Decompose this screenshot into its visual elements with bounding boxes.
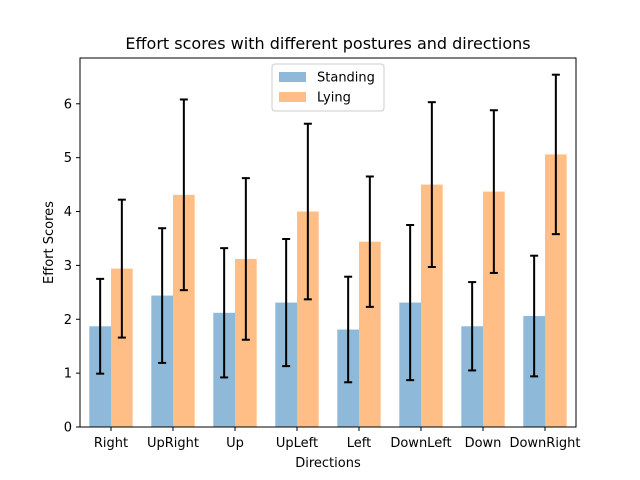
x-tick-label-right: Right xyxy=(94,436,128,451)
bar-standing-down xyxy=(461,326,483,427)
legend-label-standing: Standing xyxy=(317,71,375,86)
error-bar-lying-right xyxy=(117,198,126,339)
error-bar-standing-upright xyxy=(158,227,167,364)
y-tick-label: 1 xyxy=(64,367,72,382)
error-bar-standing-upleft xyxy=(282,237,291,368)
x-tick-label-upright: UpRight xyxy=(147,436,199,451)
x-axis-title: Directions xyxy=(295,456,361,471)
plot-area: 0 1 2 3 4 5 6 Right UpRight Up UpLeft Left DownLeft D… xyxy=(64,57,581,451)
error-bar-standing-downright xyxy=(530,254,539,378)
error-bar-lying-left xyxy=(365,175,374,308)
y-tick-label: 6 xyxy=(64,97,72,112)
bar-lying-upright xyxy=(173,194,195,427)
error-bar-lying-upright xyxy=(179,98,188,292)
legend-swatch-standing xyxy=(279,72,306,82)
bar-standing-right xyxy=(89,326,111,427)
error-bar-lying-down xyxy=(489,109,498,274)
bar-lying-down xyxy=(483,191,505,427)
axes-frame xyxy=(79,57,577,428)
x-tick-label-left: Left xyxy=(347,436,371,451)
error-bar-lying-upleft xyxy=(303,122,312,301)
legend-label-lying: Lying xyxy=(317,91,351,106)
error-bar-lying-downright xyxy=(551,73,560,236)
error-bar-standing-down xyxy=(468,281,477,372)
x-tick-label-downleft: DownLeft xyxy=(390,436,451,451)
bar-lying-up xyxy=(235,258,257,427)
legend: Standing Lying xyxy=(271,63,385,112)
error-bar-standing-up xyxy=(220,247,229,379)
x-tick-label-down: Down xyxy=(465,436,502,451)
x-tick-label-upleft: UpLeft xyxy=(276,436,318,451)
y-tick-label: 3 xyxy=(64,259,72,274)
error-bar-lying-downleft xyxy=(427,101,436,269)
x-tick-label-up: Up xyxy=(226,436,244,451)
bar-lying-right xyxy=(111,268,133,427)
bar-lying-downleft xyxy=(421,184,443,427)
error-bar-lying-up xyxy=(241,177,250,341)
error-bar-standing-right xyxy=(96,277,105,375)
bar-lying-downright xyxy=(545,154,567,428)
y-tick-label: 2 xyxy=(64,313,72,328)
x-tick-label-downright: DownRight xyxy=(509,436,580,451)
bar-lying-upleft xyxy=(297,211,319,427)
y-tick-label: 0 xyxy=(64,421,72,436)
chart-title: Effort scores with different postures an… xyxy=(125,34,530,53)
y-tick-label: 5 xyxy=(64,151,72,166)
error-bar-standing-left xyxy=(344,275,353,384)
y-tick-label: 4 xyxy=(64,205,72,220)
y-axis-title: Effort Scores xyxy=(42,201,57,284)
error-bar-standing-downleft xyxy=(406,223,415,382)
bar-lying-left xyxy=(359,241,381,427)
legend-swatch-lying xyxy=(279,92,306,102)
